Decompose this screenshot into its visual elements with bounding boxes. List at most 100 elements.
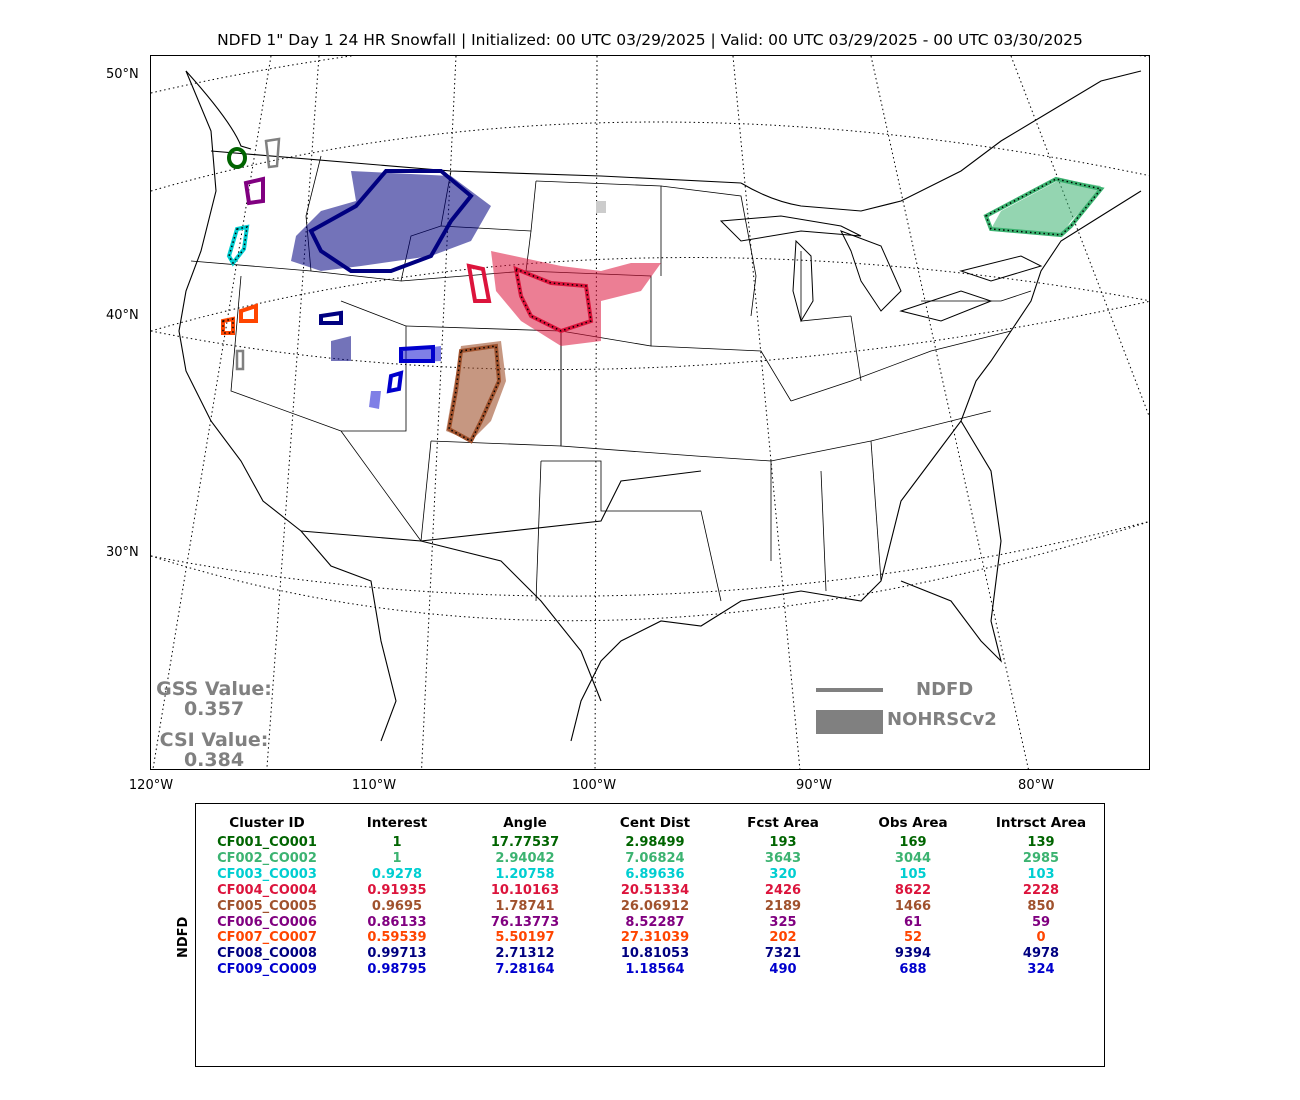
table-cell-angle: 2.94042 bbox=[495, 850, 555, 866]
table-cell-obs-area: 169 bbox=[899, 835, 927, 850]
gss-label: GSS Value: bbox=[156, 678, 272, 700]
header-interest: Interest bbox=[366, 815, 428, 831]
table-cell-cent-dist: 1.18564 bbox=[625, 962, 685, 978]
csi-value: 0.384 bbox=[183, 749, 245, 771]
table-cell-cluster-id: CF006_CO006 bbox=[217, 914, 317, 930]
table-cell-fcst-area: 2189 bbox=[764, 898, 802, 914]
great-lakes bbox=[719, 215, 1043, 323]
header-intrsct-area: Intrsct Area bbox=[995, 815, 1087, 831]
table-cell-obs-area: 52 bbox=[903, 930, 923, 946]
fcst-cf007a bbox=[221, 316, 235, 335]
lat-label-40: 40°N bbox=[106, 308, 139, 323]
table-cell-cluster-id: CF002_CO002 bbox=[217, 850, 317, 866]
obs-area-co004 bbox=[491, 251, 661, 346]
lon-line-120 bbox=[152, 56, 272, 769]
table-cell-angle: 5.50197 bbox=[495, 930, 555, 946]
table-cell-fcst-area: 3643 bbox=[764, 850, 802, 866]
header-cent-dist: Cent Dist bbox=[619, 815, 691, 831]
table-cell-fcst-area: 320 bbox=[769, 866, 797, 882]
header-fcst-area: Fcst Area bbox=[747, 815, 819, 831]
obs-area-unmatched bbox=[596, 201, 606, 213]
header-cluster-id: Cluster ID bbox=[229, 815, 305, 831]
table-cell-obs-area: 8622 bbox=[894, 882, 932, 898]
table-cell-interest: 0.9695 bbox=[371, 898, 423, 914]
coastlines-and-borders bbox=[178, 70, 1142, 742]
lon-line-90 bbox=[870, 56, 1029, 769]
fcst-cf009a bbox=[399, 344, 435, 363]
table-cell-intrsct-area: 4978 bbox=[1022, 946, 1060, 962]
csi-label: CSI Value: bbox=[159, 729, 269, 751]
table-cell-cluster-id: CF009_CO009 bbox=[217, 962, 317, 978]
lon-label-90: 90°W bbox=[796, 778, 832, 793]
lon-label-100: 100°W bbox=[571, 778, 617, 793]
table-cell-obs-area: 3044 bbox=[894, 850, 932, 866]
obs-area-co002 bbox=[991, 179, 1101, 236]
table-cell-cent-dist: 7.06824 bbox=[625, 850, 685, 866]
table-cell-fcst-area: 202 bbox=[769, 930, 797, 946]
legend-nohrsc-label: NOHRSCv2 bbox=[887, 709, 997, 730]
map-title: NDFD 1" Day 1 24 HR Snowfall | Initializ… bbox=[217, 31, 1083, 49]
obs-area-co008b bbox=[331, 336, 351, 361]
lon-label-110: 110°W bbox=[351, 778, 397, 793]
table-cell-interest: 0.9278 bbox=[371, 866, 423, 882]
table-cell-intrsct-area: 139 bbox=[1027, 835, 1055, 850]
table-cell-interest: 0.59539 bbox=[367, 930, 427, 946]
lat-line-40 bbox=[151, 257, 1149, 332]
map-canvas bbox=[151, 56, 1149, 769]
fcst-cf004b bbox=[513, 265, 594, 334]
table-cell-cluster-id: CF004_CO004 bbox=[217, 882, 317, 898]
map-panel[interactable] bbox=[150, 55, 1150, 770]
obs-area-co009b bbox=[369, 391, 381, 409]
table-cell-interest: 1 bbox=[392, 835, 402, 850]
fcst-cf009b bbox=[386, 370, 404, 394]
table-cell-fcst-area: 325 bbox=[769, 914, 797, 930]
header-obs-area: Obs Area bbox=[878, 815, 948, 831]
lon-line-80 bbox=[1010, 56, 1149, 418]
lon-label-80: 80°W bbox=[1018, 778, 1054, 793]
table-cell-obs-area: 1466 bbox=[894, 898, 932, 914]
lat-line-50 bbox=[151, 56, 1149, 94]
lat-line-30-arc bbox=[151, 520, 1149, 597]
lat-line-30 bbox=[151, 521, 1149, 622]
table-cell-angle: 1.78741 bbox=[495, 898, 555, 914]
fcst-unmatched-a bbox=[264, 137, 281, 169]
table-cell-cent-dist: 8.52287 bbox=[625, 914, 685, 930]
table-cell-fcst-area: 2426 bbox=[764, 882, 802, 898]
legend-fill-swatch bbox=[816, 710, 883, 734]
table-cell-cent-dist: 20.51334 bbox=[620, 882, 690, 898]
fcst-cf008 bbox=[308, 169, 474, 273]
table-cell-obs-area: 688 bbox=[899, 962, 927, 978]
table-cell-cent-dist: 26.06912 bbox=[620, 898, 690, 914]
table-cell-interest: 0.86133 bbox=[367, 914, 427, 930]
table-cell-obs-area: 9394 bbox=[894, 946, 932, 962]
lon-label-120: 120°W bbox=[128, 778, 174, 793]
table-cell-angle: 10.10163 bbox=[490, 882, 560, 898]
lon-line-95 bbox=[732, 56, 801, 769]
fcst-cf004a bbox=[466, 263, 492, 303]
fcst-cf007b bbox=[239, 303, 258, 323]
fcst-cf006 bbox=[243, 176, 265, 206]
table-cell-fcst-area: 7321 bbox=[764, 946, 802, 962]
table-cell-intrsct-area: 850 bbox=[1027, 898, 1055, 914]
lat-label-30: 30°N bbox=[106, 545, 139, 560]
table-cell-interest: 0.99713 bbox=[367, 946, 427, 962]
table-cell-intrsct-area: 2985 bbox=[1022, 850, 1060, 866]
table-cell-cent-dist: 6.89636 bbox=[625, 866, 685, 882]
fcst-cf008b bbox=[319, 310, 343, 325]
table-cell-angle: 7.28164 bbox=[495, 962, 555, 978]
table-cell-angle: 2.71312 bbox=[495, 946, 555, 962]
stats-table bbox=[195, 803, 1105, 1067]
table-cell-obs-area: 105 bbox=[899, 866, 927, 882]
graticule bbox=[151, 56, 1149, 769]
fcst-unmatched-b bbox=[235, 349, 245, 371]
table-cell-cluster-id: CF005_CO005 bbox=[217, 898, 317, 914]
table-cell-angle: 17.77537 bbox=[490, 835, 560, 850]
gss-value: 0.357 bbox=[183, 698, 245, 720]
table-cell-cluster-id: CF008_CO008 bbox=[217, 946, 317, 962]
table-cell-cent-dist: 10.81053 bbox=[620, 946, 690, 962]
table-cell-intrsct-area: 59 bbox=[1031, 914, 1051, 930]
table-cell-obs-area: 61 bbox=[903, 914, 923, 930]
table-cell-fcst-area: 490 bbox=[769, 962, 797, 978]
lat-line-45 bbox=[151, 121, 1149, 192]
table-cell-cent-dist: 2.98499 bbox=[625, 835, 685, 850]
